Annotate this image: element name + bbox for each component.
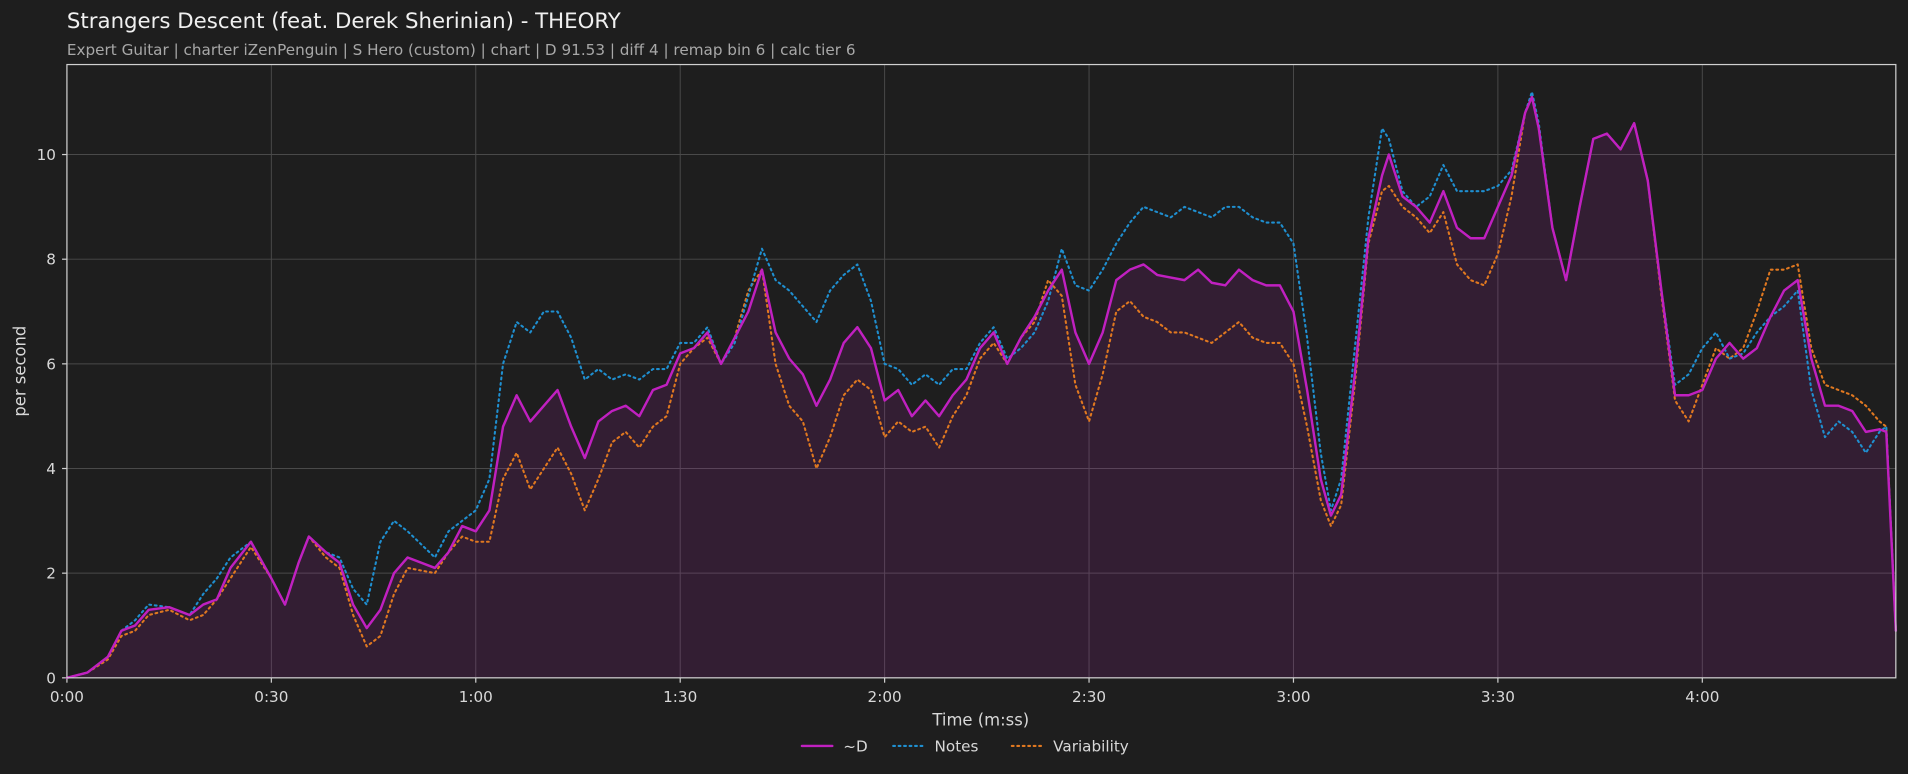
legend-label: Notes [935,737,979,755]
series-area [66,96,1896,678]
legend: ~D Notes Variability [800,737,1129,755]
y-tick-label: 4 [46,460,56,478]
series-line [65,95,1898,680]
x-tick-label: 3:30 [1481,688,1515,706]
x-tick-label: 3:00 [1276,688,1310,706]
x-tick-label: 0:30 [254,688,288,706]
y-tick-label: 6 [46,355,56,373]
legend-label: Variability [1053,737,1129,755]
x-axis-label: Time (m:ss) [931,710,1029,729]
x-tick-label: 1:00 [459,688,493,706]
y-tick-label: 0 [46,669,56,687]
y-tick-label: 10 [37,146,56,164]
x-tick-label: 1:30 [663,688,697,706]
y-tick-label: 2 [46,565,56,583]
y-axis-label: per second [11,326,30,417]
y-tick-label: 8 [46,251,56,269]
x-tick-label: 2:00 [868,688,902,706]
chart-title: Strangers Descent (feat. Derek Sherinian… [67,9,622,34]
plot-frame [66,63,1897,679]
chart-subtitle: Expert Guitar | charter iZenPenguin | S … [67,41,856,59]
legend-label: ~D [843,737,867,755]
x-tick-label: 2:30 [1072,688,1106,706]
x-tick-label: 4:00 [1685,688,1719,706]
x-tick-label: 0:00 [50,688,84,706]
